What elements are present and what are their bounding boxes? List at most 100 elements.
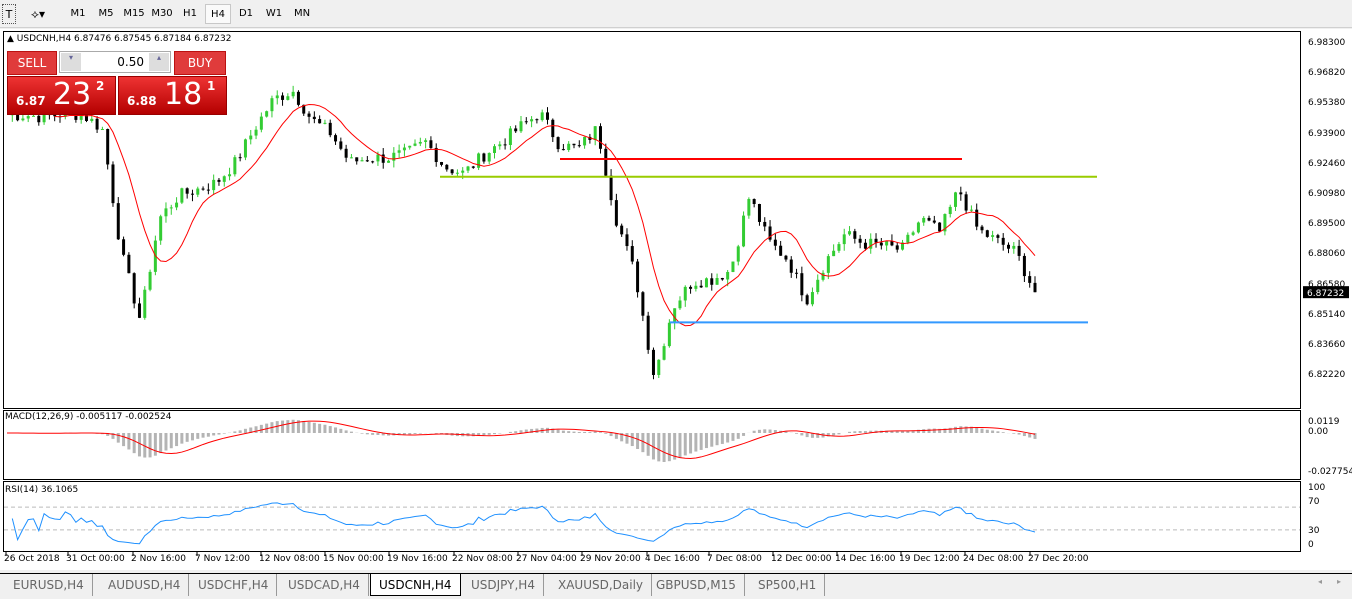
tab-usdcad-h4[interactable]: USDCAD,H4 — [280, 574, 369, 596]
candle-body — [493, 146, 497, 154]
tab-usdcnh-h4[interactable]: USDCNH,H4 — [370, 574, 461, 596]
candle-body — [800, 273, 804, 296]
candle-body — [440, 162, 444, 165]
candle-body — [683, 286, 687, 301]
price-axis-label: 6.98300 — [1308, 38, 1346, 48]
rsi-pane[interactable] — [3, 481, 1301, 552]
candle-body — [916, 222, 920, 233]
tab-eurusd-h4[interactable]: EURUSD,H4 — [5, 574, 93, 596]
sell-price-button[interactable]: 6.87 23 2 — [7, 76, 116, 115]
tab-gbpusd-m15[interactable]: GBPUSD,M15 — [648, 574, 745, 596]
candle-body — [365, 160, 369, 162]
candle-body — [286, 96, 290, 100]
chart-header: ▲ USDCNH,H4 6.87476 6.87545 6.87184 6.87… — [7, 34, 231, 44]
sell-button[interactable]: SELL — [7, 51, 57, 75]
volume-down-icon[interactable]: ▾ — [61, 53, 81, 71]
candle-body — [143, 289, 147, 318]
timeframe-m1[interactable]: M1 — [70, 8, 86, 19]
tab-usdchf-h4[interactable]: USDCHF,H4 — [190, 574, 278, 596]
candle-body — [296, 91, 300, 105]
time-axis-label: 15 Nov 00:00 — [323, 554, 384, 564]
text-tool-icon[interactable]: T — [2, 4, 16, 24]
candle-body — [132, 273, 136, 304]
candle-body — [742, 215, 746, 247]
timeframe-h1[interactable]: H1 — [183, 8, 197, 19]
rsi-line — [11, 502, 1036, 545]
scroll-right-icon[interactable]: ▸ — [1337, 577, 1342, 586]
candle-body — [196, 188, 200, 195]
timeframe-w1[interactable]: W1 — [265, 8, 283, 19]
candle-body — [408, 145, 412, 148]
timeframe-m5[interactable]: M5 — [98, 8, 114, 19]
candle-body — [673, 308, 677, 323]
candle-body — [853, 231, 857, 239]
candle-body — [874, 238, 878, 243]
candle-body — [567, 143, 571, 150]
candle-body — [424, 140, 428, 142]
timeframe-mn[interactable]: MN — [293, 8, 311, 19]
candle-body — [545, 112, 549, 120]
drawing-tools-icon[interactable]: ⟡▾ — [31, 7, 45, 21]
candle-body — [948, 206, 952, 215]
candle-body — [302, 104, 306, 114]
candle-body — [127, 254, 131, 274]
volume-field[interactable]: ▾ 0.50 ▴ — [59, 51, 171, 73]
candle-body — [667, 322, 671, 347]
candle-body — [763, 221, 767, 227]
candle-body — [959, 192, 963, 195]
buy-button[interactable]: BUY — [174, 51, 226, 75]
candle-body — [593, 126, 597, 140]
rsi-label: RSI(14) 36.1065 — [5, 485, 79, 495]
candle-body — [455, 172, 459, 174]
candle-body — [270, 98, 274, 112]
candle-body — [572, 143, 576, 146]
candle-body — [932, 220, 936, 223]
candle-body — [768, 226, 772, 240]
price-axis-label: 6.90980 — [1308, 189, 1346, 199]
candle-body — [434, 147, 438, 163]
candle-body — [445, 164, 449, 170]
collapse-triangle-icon[interactable]: ▲ — [7, 34, 14, 44]
time-axis-label: 7 Nov 12:00 — [195, 554, 250, 564]
candle-body — [217, 179, 221, 182]
timeframe-m30[interactable]: M30 — [151, 8, 173, 19]
candle-body — [1012, 245, 1016, 249]
candle-body — [498, 144, 502, 147]
candle-body — [583, 136, 587, 146]
candle-body — [731, 261, 735, 272]
candle-body — [349, 157, 353, 159]
candle-body — [598, 126, 602, 149]
candle-body — [376, 154, 380, 162]
candle-body — [895, 245, 899, 250]
candle-body — [969, 209, 973, 211]
tab-usdjpy-h4[interactable]: USDJPY,H4 — [463, 574, 544, 596]
price-axis-label: 6.86580 — [1308, 279, 1346, 290]
candle-body — [906, 234, 910, 243]
volume-value[interactable]: 0.50 — [117, 55, 144, 69]
tab-audusd-h4[interactable]: AUDUSD,H4 — [100, 574, 190, 596]
candle-body — [397, 150, 401, 153]
candle-body — [95, 118, 99, 130]
chart-area[interactable]: 6.87232 ▲ USDCNH,H4 6.87476 6.87545 6.87… — [0, 29, 1352, 570]
candle-body — [387, 160, 391, 163]
volume-up-icon[interactable]: ▴ — [149, 53, 169, 71]
candle-body — [106, 129, 110, 165]
timeframe-h4[interactable]: H4 — [205, 4, 231, 24]
candle-body — [805, 295, 809, 305]
tab-sp500-h1[interactable]: SP500,H1 — [750, 574, 826, 596]
candle-body — [943, 214, 947, 232]
candle-body — [996, 235, 1000, 238]
timeframe-m15[interactable]: M15 — [123, 8, 145, 19]
macd-axis-label: 0.0119 — [1308, 417, 1340, 427]
candle-body — [689, 286, 693, 289]
candle-body — [938, 222, 942, 232]
candle-body — [323, 122, 327, 124]
timeframe-d1[interactable]: D1 — [238, 8, 254, 19]
price-axis-label: 6.95380 — [1308, 98, 1346, 109]
macd-axis-label: 0.00 — [1308, 427, 1329, 437]
candle-body — [21, 118, 25, 121]
tab-xauusd-daily[interactable]: XAUUSD,Daily — [550, 574, 653, 596]
candle-body — [334, 135, 338, 142]
scroll-left-icon[interactable]: ◂ — [1318, 577, 1323, 586]
buy-price-button[interactable]: 6.88 18 1 — [118, 76, 227, 115]
